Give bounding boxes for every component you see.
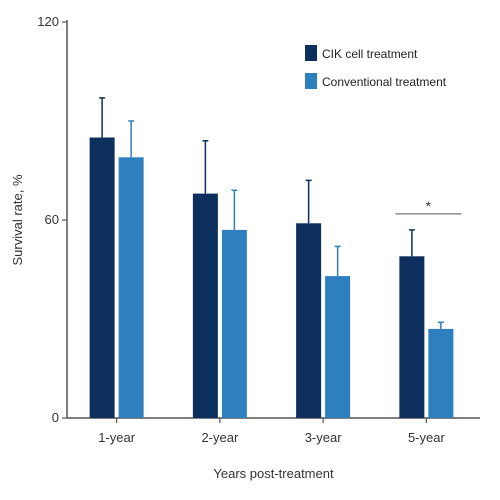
bar-conventional-1-year <box>118 157 144 419</box>
bar-conventional-3-year <box>325 276 351 418</box>
significance-markers: * <box>395 198 462 215</box>
x-tick-label: 2-year <box>201 430 239 445</box>
y-tick-label: 120 <box>37 14 59 29</box>
legend-label-cik: CIK cell treatment <box>322 47 418 61</box>
legend-swatch-conventional <box>305 73 317 89</box>
bar-cik-2-year <box>192 193 218 418</box>
bar-conventional-2-year <box>221 229 247 418</box>
significance-label: * <box>426 198 432 214</box>
y-axis-title: Survival rate, % <box>10 174 25 265</box>
bar-cik-5-year <box>399 256 425 418</box>
bars <box>89 137 454 419</box>
legend-label-conventional: Conventional treatment <box>322 75 447 89</box>
y-ticks: 0 60 120 <box>37 14 67 425</box>
legend-swatch-cik <box>305 45 317 61</box>
y-tick-label: 60 <box>45 212 59 227</box>
error-bars <box>99 97 444 329</box>
x-tick-label: 5-year <box>408 430 446 445</box>
x-axis: 1-year 2-year 3-year 5-year <box>67 417 480 445</box>
bar-cik-3-year <box>296 223 322 418</box>
bar-cik-1-year <box>89 137 115 418</box>
y-axis: 0 60 120 <box>37 14 68 425</box>
bar-conventional-5-year <box>428 328 454 418</box>
x-tick-label: 3-year <box>305 430 343 445</box>
x-axis-title: Years post-treatment <box>213 466 334 481</box>
x-tick-label: 1-year <box>98 430 136 445</box>
x-ticks: 1-year 2-year 3-year 5-year <box>98 418 445 445</box>
y-tick-label: 0 <box>52 410 59 425</box>
legend: CIK cell treatment Conventional treatment <box>305 45 447 89</box>
